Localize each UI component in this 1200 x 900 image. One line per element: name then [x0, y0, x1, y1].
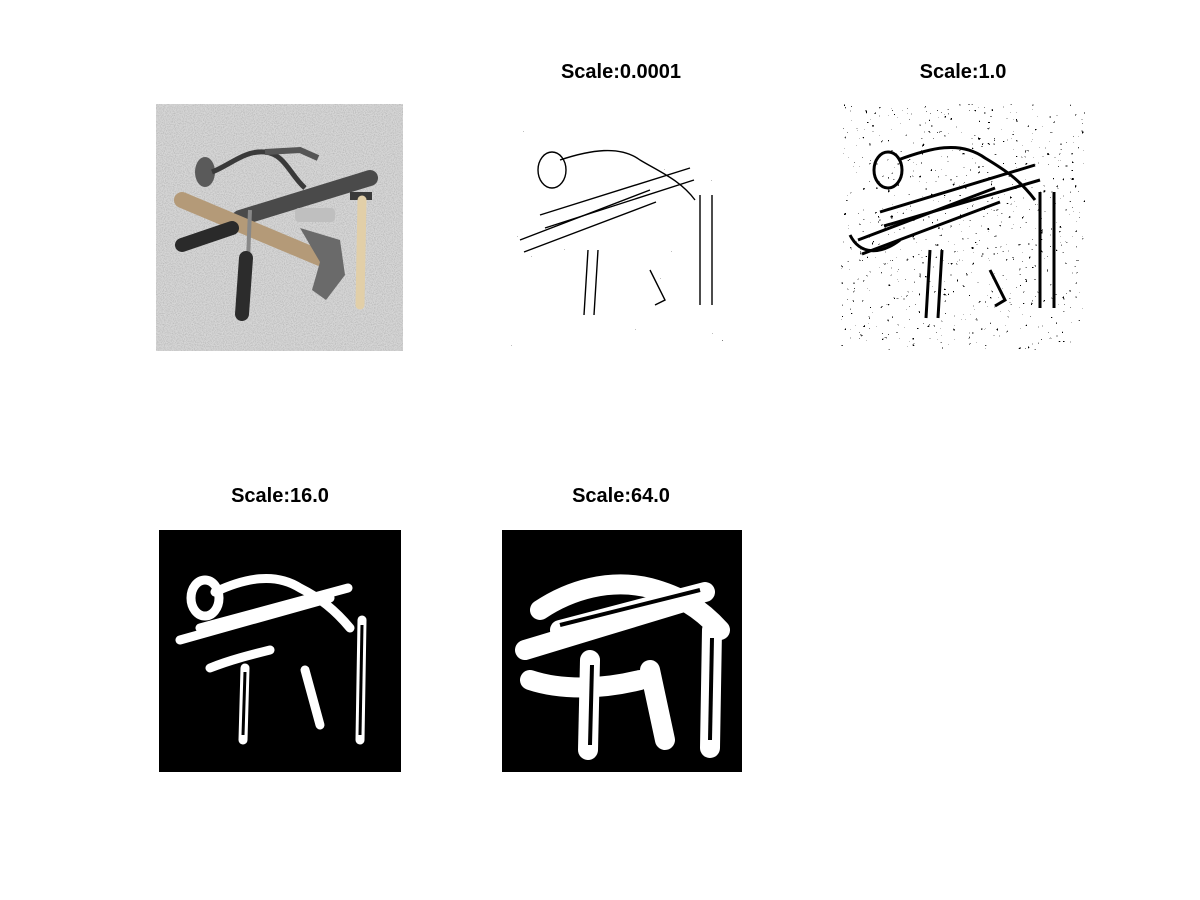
edge-map-scale-16-0 — [159, 530, 401, 772]
subplot-title-scale-16-0: Scale:16.0 — [231, 485, 329, 507]
subplot-title-scale-1-0: Scale:1.0 — [920, 61, 1007, 83]
edge-map-scale-0-0001 — [499, 104, 743, 350]
subplot-title-scale-64-0: Scale:64.0 — [572, 485, 670, 507]
edge-map-scale-1-0 — [841, 104, 1085, 350]
subplot-title-scale-0-0001: Scale:0.0001 — [561, 61, 681, 83]
photo-tools — [156, 104, 403, 351]
edge-map-scale-64-0 — [502, 530, 742, 772]
